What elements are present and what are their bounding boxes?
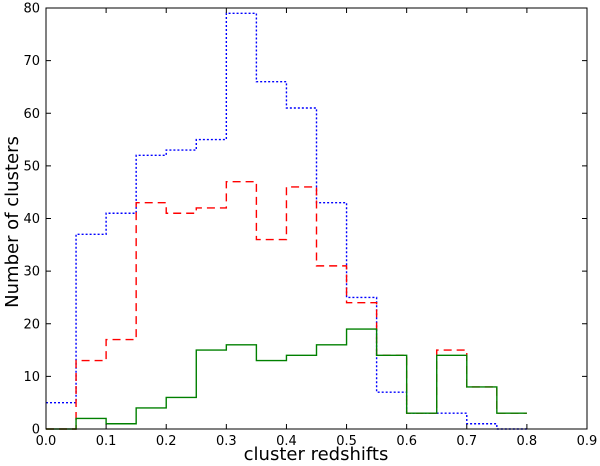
x-tick-label-1: 0.1 <box>96 434 117 449</box>
ticks-layer: 0.0 0.1 0.2 0.3 0.4 0.5 0.6 0.7 0.8 0.9 0 10 20 30 40 5… <box>23 2 597 450</box>
series-line-3 <box>46 328 527 430</box>
x-tick-label-5: 0.5 <box>336 434 357 449</box>
y-tick-label-7: 70 <box>23 54 40 69</box>
x-tick-label-7: 0.7 <box>456 434 477 449</box>
y-tick-label-2: 20 <box>23 317 40 332</box>
y-tick-label-5: 50 <box>23 159 40 174</box>
y-axis-label: Number of clusters <box>2 136 23 308</box>
x-axis-label: cluster redshifts <box>244 444 389 465</box>
x-tick-label-6: 0.6 <box>396 434 417 449</box>
x-tick-label-4: 0.4 <box>276 434 297 449</box>
x-tick-label-3: 0.3 <box>216 434 237 449</box>
series-layer <box>46 12 527 430</box>
y-tick-label-1: 10 <box>23 370 40 385</box>
y-tick-label-3: 30 <box>23 265 40 280</box>
y-tick-label-4: 40 <box>23 212 40 227</box>
x-tick-label-8: 0.8 <box>517 434 538 449</box>
series-line-2 <box>46 180 527 430</box>
x-tick-label-2: 0.2 <box>156 434 177 449</box>
y-tick-label-0: 0 <box>32 423 40 438</box>
x-tick-label-9: 0.9 <box>577 434 598 449</box>
y-tick-label-6: 60 <box>23 107 40 122</box>
x-tick-label-0: 0.0 <box>36 434 57 449</box>
y-tick-label-8: 80 <box>23 2 40 17</box>
